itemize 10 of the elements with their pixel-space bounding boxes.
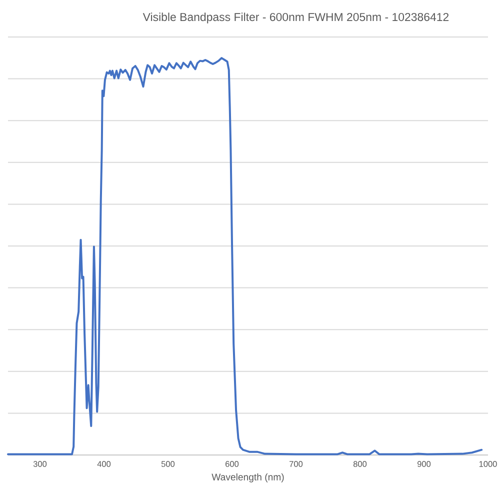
x-tick-label: 600 — [226, 461, 239, 467]
x-tick-label: 700 — [290, 461, 303, 467]
x-tick-label: 400 — [97, 461, 111, 467]
x-axis-title: Wavelength (nm) — [212, 473, 284, 482]
chart-title: Visible Bandpass Filter - 600nm FWHM 205nm - 102386412 — [142, 12, 449, 24]
x-tick-label: 1000 — [479, 461, 497, 467]
x-tick-label: 900 — [418, 461, 431, 467]
x-tick-label: 300 — [33, 461, 47, 467]
x-tick-label: 800 — [353, 461, 367, 467]
x-tick-label: 500 — [161, 461, 175, 467]
